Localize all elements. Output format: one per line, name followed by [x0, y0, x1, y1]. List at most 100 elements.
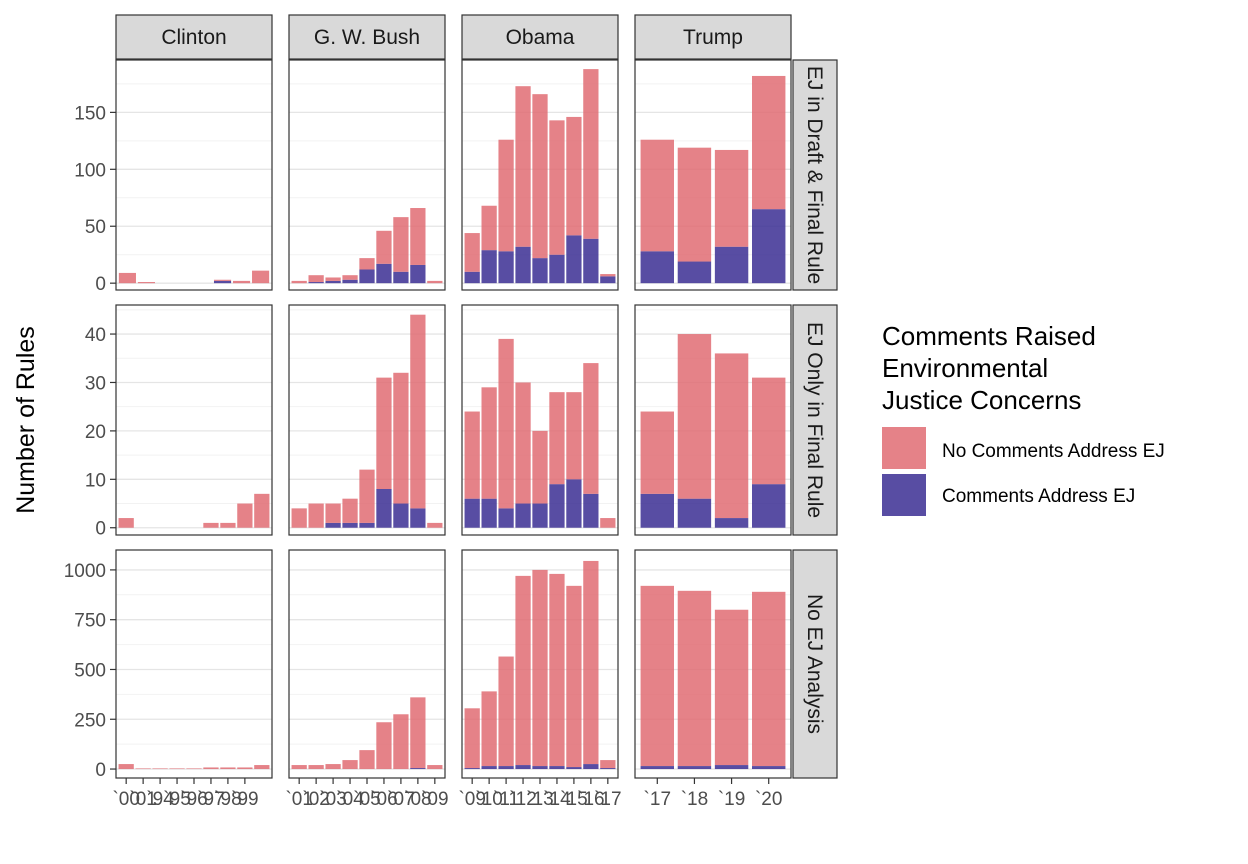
strips-layer: Clinton G. W. Bush Obama Trump EJ in Draft &… [115, 14, 838, 779]
x-tick-label: `04 [336, 789, 364, 810]
bar-no-comments-address-ej [714, 353, 749, 519]
panel [461, 549, 619, 779]
bar-no-comments-address-ej [481, 387, 497, 499]
bar-no-comments-address-ej [566, 116, 582, 236]
bar-no-comments-address-ej [342, 498, 358, 523]
bar-comments-address-ej [566, 235, 582, 284]
panel-border [634, 59, 792, 291]
bar-no-comments-address-ej [515, 86, 531, 247]
bar-no-comments-address-ej [118, 272, 136, 284]
panel-border [634, 304, 792, 536]
x-tick-label: `10 [475, 789, 502, 810]
bar-comments-address-ej [515, 503, 531, 528]
bar-no-comments-address-ej [549, 573, 565, 767]
column-strip [634, 14, 792, 60]
x-tick-label: `09 [421, 789, 448, 810]
panel-background [116, 60, 272, 290]
x-tick-label: `15 [560, 789, 587, 810]
bar-comments-address-ej [600, 768, 616, 770]
x-tick-label: `14 [543, 789, 571, 810]
bar-no-comments-address-ej [464, 708, 480, 769]
panel [288, 549, 446, 779]
bar-no-comments-address-ej [677, 590, 712, 767]
bar-no-comments-address-ej [203, 522, 219, 528]
bar-no-comments-address-ej [677, 334, 712, 499]
x-tick-label: `97 [197, 789, 224, 810]
bar-no-comments-address-ej [135, 768, 151, 770]
bar-no-comments-address-ej [169, 768, 185, 770]
bar-no-comments-address-ej [308, 765, 324, 770]
bar-no-comments-address-ej [359, 469, 375, 523]
bar-comments-address-ej [393, 503, 409, 528]
x-tick-label: `20 [755, 789, 782, 810]
y-tick-label: 250 [74, 710, 106, 731]
bar-no-comments-address-ej [640, 585, 674, 767]
y-tick-label: 0 [95, 760, 106, 781]
bar-no-comments-address-ej [237, 503, 253, 528]
bar-no-comments-address-ej [137, 282, 155, 284]
legend-key-no-comments [882, 427, 926, 469]
bar-no-comments-address-ej [532, 430, 548, 504]
bar-no-comments-address-ej [325, 277, 341, 281]
bar-comments-address-ej [410, 508, 426, 528]
bar-no-comments-address-ej [118, 518, 134, 528]
bar-comments-address-ej [515, 246, 531, 284]
panel-border [115, 304, 273, 536]
x-tick-label: `18 [681, 789, 708, 810]
bar-comments-address-ej [640, 766, 674, 770]
bar-comments-address-ej [566, 767, 582, 770]
x-tick-label: `16 [577, 789, 604, 810]
y-tick-label: 150 [74, 103, 106, 124]
row-strip-label: EJ Only in Final Rule [803, 322, 826, 518]
bar-no-comments-address-ej [308, 503, 324, 528]
bar-no-comments-address-ej [393, 372, 409, 504]
x-tick-label: `12 [509, 789, 536, 810]
bar-no-comments-address-ej [481, 205, 497, 251]
bar-no-comments-address-ej [410, 208, 426, 265]
bar-comments-address-ej [549, 484, 565, 528]
x-tick-label: `09 [458, 789, 485, 810]
bar-comments-address-ej [752, 484, 786, 528]
panel-background [116, 550, 272, 778]
bar-comments-address-ej [515, 765, 531, 770]
x-tick-label: `96 [180, 789, 207, 810]
bar-comments-address-ej [308, 282, 324, 284]
panel-border [461, 304, 619, 536]
bar-no-comments-address-ej [515, 575, 531, 766]
bar-no-comments-address-ej [498, 338, 514, 509]
bar-no-comments-address-ej [325, 764, 341, 770]
bar-comments-address-ej [213, 280, 232, 284]
bar-no-comments-address-ej [325, 503, 341, 523]
column-strip [461, 14, 619, 60]
x-tick-label: `13 [526, 789, 553, 810]
bar-no-comments-address-ej [532, 94, 548, 259]
bar-no-comments-address-ej [186, 768, 202, 770]
bar-no-comments-address-ej [566, 392, 582, 480]
panel [115, 549, 273, 779]
row-strip [792, 549, 838, 779]
bar-no-comments-address-ej [464, 233, 480, 272]
y-tick-label: 750 [74, 611, 106, 632]
row-strip [792, 304, 838, 536]
bar-no-comments-address-ej [532, 569, 548, 767]
bar-comments-address-ej [325, 522, 341, 528]
panel-border [288, 59, 446, 291]
y-tick-label: 30 [85, 373, 106, 394]
bar-comments-address-ej [600, 276, 616, 284]
panel-border [115, 59, 273, 291]
bar-no-comments-address-ej [464, 411, 480, 499]
bar-no-comments-address-ej [376, 230, 392, 264]
panel [115, 59, 273, 291]
bar-no-comments-address-ej [342, 760, 358, 770]
column-strip-label: Clinton [161, 26, 226, 49]
x-tick-label: `17 [594, 789, 621, 810]
y-tick-label: 10 [85, 470, 106, 491]
x-tick-label: `00 [112, 789, 139, 810]
bar-no-comments-address-ej [677, 147, 712, 262]
row-strip [792, 59, 838, 291]
panel [634, 304, 792, 536]
y-tick-label: 100 [74, 160, 106, 181]
legend-title-line-3: Justice Concerns [882, 385, 1081, 415]
bar-no-comments-address-ej [600, 518, 616, 528]
bar-comments-address-ej [498, 508, 514, 528]
